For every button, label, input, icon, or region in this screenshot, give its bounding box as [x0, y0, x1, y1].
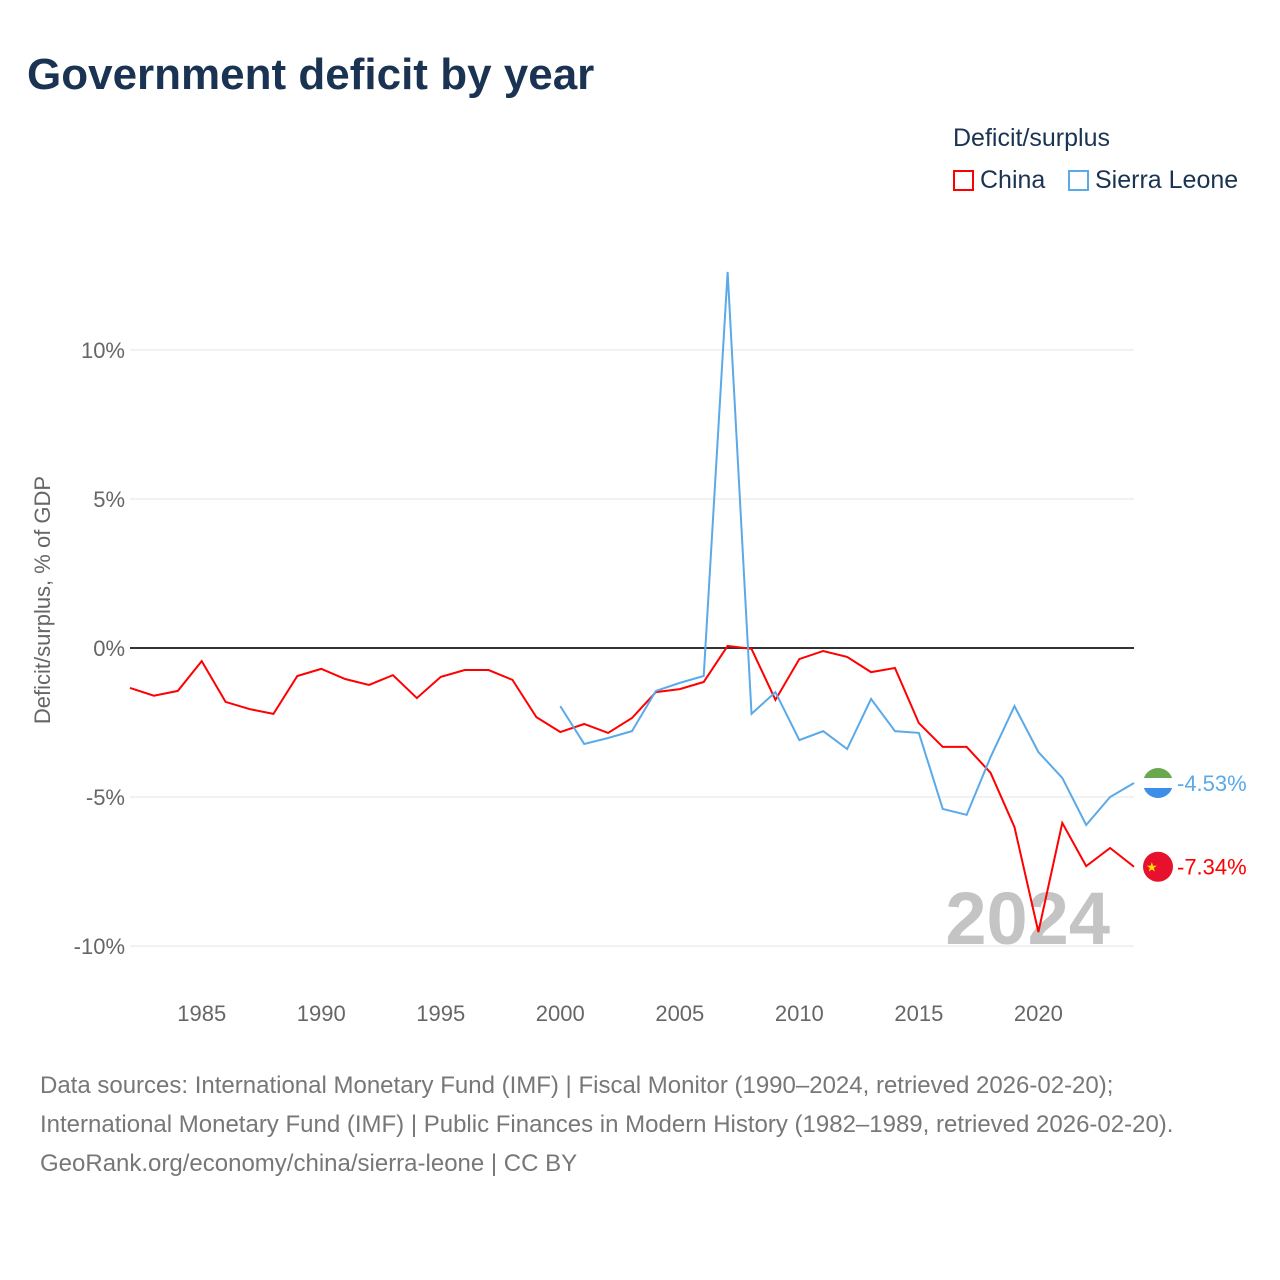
- data-sources: Data sources: International Monetary Fun…: [40, 1072, 1174, 1138]
- end-value-label: -7.34%: [1177, 855, 1247, 880]
- x-tick-label: 2010: [775, 1001, 824, 1026]
- plot-area: 2020 2015 2010 2005 2000 1995 1990 1985 -10% -5% 0…: [30, 271, 1247, 1026]
- x-tick-label: 1990: [297, 1001, 346, 1026]
- legend-item-sierra-leone[interactable]: Sierra Leone: [1068, 166, 1238, 195]
- x-tick-label: 1995: [416, 1001, 465, 1026]
- year-watermark: 2024: [945, 877, 1110, 960]
- end-value-label: -4.53%: [1177, 771, 1247, 796]
- y-axis-label: Deficit/surplus, % of GDP: [30, 476, 55, 724]
- series-line-china[interactable]: [129, 644, 1135, 933]
- source-link[interactable]: GeoRank.org/economy/china/sierra-leone |…: [40, 1150, 578, 1177]
- y-tick-label: 5%: [93, 487, 125, 512]
- y-tick-label: 10%: [81, 338, 125, 363]
- chart-title: Government deficit by year: [27, 50, 595, 99]
- legend-item-china[interactable]: China: [953, 166, 1045, 195]
- sierra-leone-flag-icon: [1143, 767, 1173, 798]
- legend-swatch-china: [953, 170, 974, 191]
- y-tick-label: -10%: [74, 934, 125, 959]
- x-tick-label: 2005: [655, 1001, 704, 1026]
- x-tick-label: 2000: [536, 1001, 585, 1026]
- y-tick-label: 0%: [93, 636, 125, 661]
- x-tick-label: 1985: [177, 1001, 226, 1026]
- y-tick-label: -5%: [86, 785, 125, 810]
- x-tick-label: 2020: [1014, 1001, 1063, 1026]
- flag-star-icon: ★: [1146, 860, 1158, 875]
- series-line-sierra-leone[interactable]: [559, 271, 1135, 827]
- footer: Data sources: International Monetary Fun…: [40, 1066, 1240, 1183]
- legend-label: Sierra Leone: [1095, 166, 1239, 194]
- legend-label: China: [980, 166, 1046, 194]
- legend-title: Deficit/surplus: [953, 124, 1110, 152]
- legend-swatch-sierra-leone: [1068, 170, 1089, 191]
- x-tick-label: 2015: [894, 1001, 943, 1026]
- china-flag-icon: [1143, 851, 1173, 882]
